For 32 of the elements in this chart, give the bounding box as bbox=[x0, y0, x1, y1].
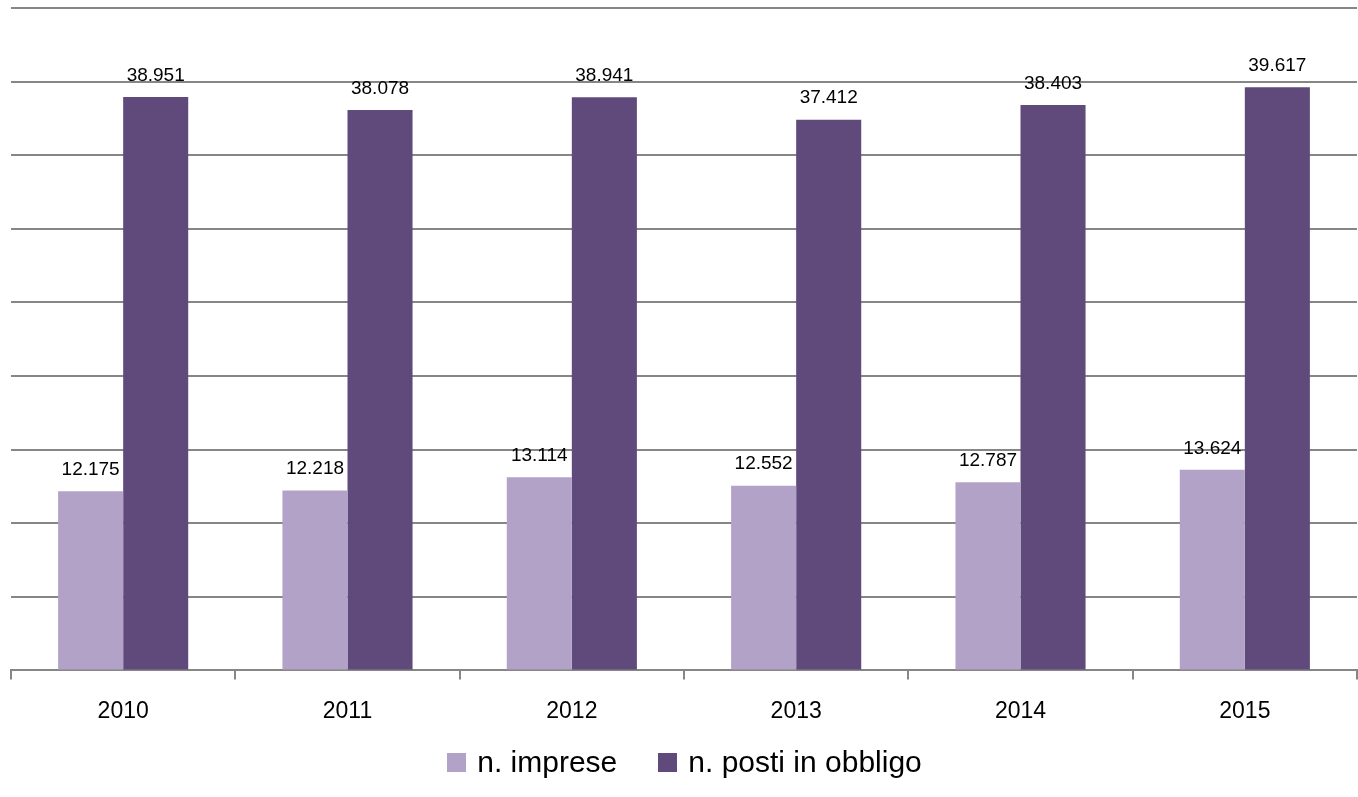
bar bbox=[347, 109, 413, 670]
data-label: 38.403 bbox=[1023, 71, 1083, 93]
bar bbox=[1020, 105, 1086, 670]
bar bbox=[123, 97, 189, 670]
bar bbox=[58, 491, 124, 670]
data-label: 13.114 bbox=[510, 444, 569, 466]
data-label: 12.175 bbox=[61, 457, 120, 479]
data-label: 12.787 bbox=[958, 448, 1018, 470]
bar bbox=[796, 119, 862, 670]
data-label: 12.218 bbox=[285, 457, 345, 479]
bar bbox=[731, 485, 797, 670]
data-label: 38.951 bbox=[126, 63, 185, 85]
data-label: 13.624 bbox=[1183, 436, 1242, 458]
x-tick-label: 2014 bbox=[994, 696, 1047, 723]
legend-label: n. posti in obbligo bbox=[688, 745, 922, 779]
bar bbox=[506, 477, 572, 670]
data-label: 39.617 bbox=[1248, 53, 1307, 75]
x-tick-label: 2010 bbox=[97, 696, 149, 723]
bar bbox=[282, 490, 348, 670]
bar bbox=[1179, 469, 1245, 670]
x-tick-label: 2012 bbox=[546, 696, 598, 723]
bar bbox=[571, 97, 637, 670]
bar bbox=[1244, 87, 1310, 670]
x-tick-label: 2013 bbox=[770, 696, 822, 723]
data-label: 37.412 bbox=[799, 86, 858, 108]
x-tick-label: 2011 bbox=[322, 696, 373, 723]
bar bbox=[955, 482, 1021, 670]
x-tick-label: 2015 bbox=[1219, 696, 1271, 723]
data-label: 12.552 bbox=[734, 452, 793, 474]
data-label: 38.941 bbox=[575, 63, 634, 85]
legend-label: n. imprese bbox=[477, 745, 618, 779]
data-label: 38.078 bbox=[350, 76, 410, 98]
